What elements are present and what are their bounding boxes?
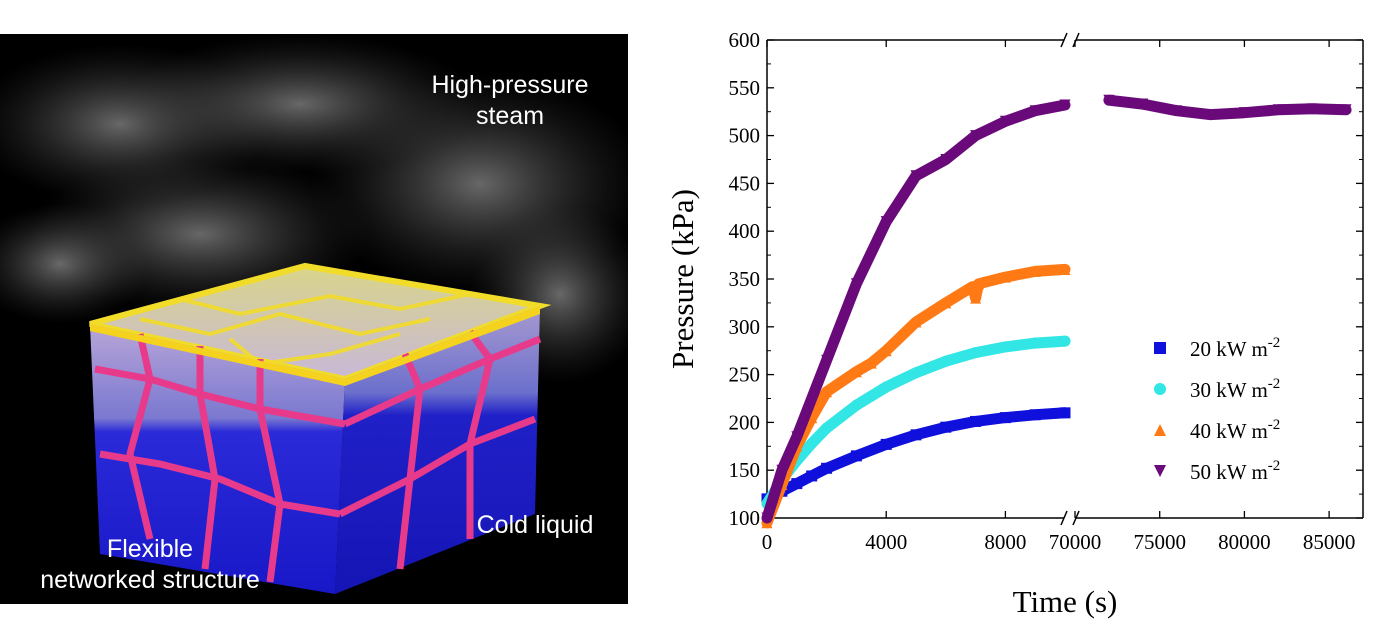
axis-break-mark: [1060, 32, 1068, 48]
data-point: [1340, 104, 1352, 116]
y-tick-label: 100: [729, 506, 761, 530]
legend-label: 30 kW m-2: [1190, 376, 1280, 402]
data-point: [910, 367, 922, 379]
data-point: [806, 470, 818, 482]
legend-marker: [1154, 383, 1166, 395]
data-point: [970, 347, 982, 359]
y-tick-label: 550: [729, 76, 761, 100]
series-line: [1103, 94, 1352, 121]
data-point: [865, 357, 877, 369]
axis-break-mark: [1072, 32, 1080, 48]
data-point: [880, 216, 892, 228]
x-tick-label: 80000: [1218, 530, 1271, 554]
data-point: [806, 437, 818, 449]
y-tick-label: 400: [729, 219, 761, 243]
data-point: [999, 412, 1011, 424]
data-point: [1205, 109, 1217, 121]
data-point: [999, 341, 1011, 353]
legend-marker: [1154, 465, 1166, 477]
liquid-label: Cold liquid: [476, 511, 594, 539]
data-point: [967, 281, 979, 293]
axis-break-mark: [1060, 510, 1068, 526]
data-point: [850, 278, 862, 290]
data-point: [1029, 105, 1041, 117]
data-point: [910, 170, 922, 182]
data-point: [791, 431, 803, 443]
data-point: [973, 278, 985, 290]
networked-structure-picture: [0, 34, 628, 594]
y-tick-label: 450: [729, 171, 761, 195]
x-axis-label: Time (s): [1013, 584, 1118, 619]
data-point: [1059, 99, 1071, 111]
data-point: [821, 422, 833, 434]
data-point: [880, 345, 892, 357]
data-point: [821, 354, 833, 366]
y-tick-label: 500: [729, 124, 761, 148]
data-point: [970, 415, 982, 427]
data-point: [1238, 107, 1250, 119]
legend-label: 50 kW m-2: [1190, 458, 1280, 484]
y-tick-label: 200: [729, 410, 761, 434]
data-point: [880, 381, 892, 393]
data-point: [791, 478, 803, 490]
data-point: [1103, 94, 1115, 106]
data-point: [970, 130, 982, 142]
y-tick-label: 150: [729, 458, 761, 482]
cube: [89, 262, 552, 594]
data-point: [1059, 407, 1071, 419]
structure-illustration: High-pressure steam Cold liquid Flexible…: [0, 34, 628, 604]
x-tick-label: 8000: [984, 530, 1026, 554]
data-point: [880, 438, 892, 450]
data-point: [1059, 335, 1071, 347]
x-tick-label: 75000: [1133, 530, 1186, 554]
y-axis-label: Pressure (kPa): [665, 189, 700, 369]
legend-label: 40 kW m-2: [1190, 417, 1280, 443]
data-point: [850, 366, 862, 378]
series-line: [761, 99, 1071, 524]
data-point: [821, 386, 833, 398]
data-point: [1029, 409, 1041, 421]
data-point: [1171, 105, 1183, 117]
data-point: [1029, 337, 1041, 349]
data-point: [821, 462, 833, 474]
data-point: [1059, 263, 1071, 275]
data-point: [1306, 103, 1318, 115]
data-point: [776, 464, 788, 476]
y-tick-label: 250: [729, 363, 761, 387]
y-tick-label: 300: [729, 315, 761, 339]
data-point: [850, 399, 862, 411]
pressure-chart-svg: 100 150 200 250 300 350 400 450 500 550 600 0 4000 80…: [665, 28, 1364, 619]
data-point: [761, 512, 773, 524]
data-point: [940, 421, 952, 433]
data-point: [910, 429, 922, 441]
data-point: [970, 292, 982, 304]
legend-marker: [1154, 424, 1166, 436]
y-tick-label: 600: [729, 28, 761, 52]
legend-marker: [1154, 342, 1166, 354]
data-point: [1029, 265, 1041, 277]
data-point: [999, 115, 1011, 127]
x-tick-label: 0: [762, 530, 773, 554]
x-tick-label: 85000: [1303, 530, 1356, 554]
data-point: [1137, 98, 1149, 110]
data-point: [999, 271, 1011, 283]
data-point: [940, 355, 952, 367]
structure-label: Flexible networked structure: [40, 535, 260, 594]
data-point: [910, 316, 922, 328]
pressure-chart: 100 150 200 250 300 350 400 450 500 550 600 0 4000 80…: [650, 0, 1387, 639]
x-tick-label: 70000: [1049, 530, 1102, 554]
axis-break-mark: [1072, 510, 1080, 526]
steam-label: High-pressure steam: [431, 71, 589, 130]
data-point: [850, 450, 862, 462]
y-tick-label: 350: [729, 267, 761, 291]
data-point: [940, 154, 952, 165]
x-tick-label: 4000: [865, 530, 907, 554]
legend-label: 20 kW m-2: [1190, 335, 1280, 361]
data-point: [1272, 104, 1284, 116]
data-point: [940, 297, 952, 309]
